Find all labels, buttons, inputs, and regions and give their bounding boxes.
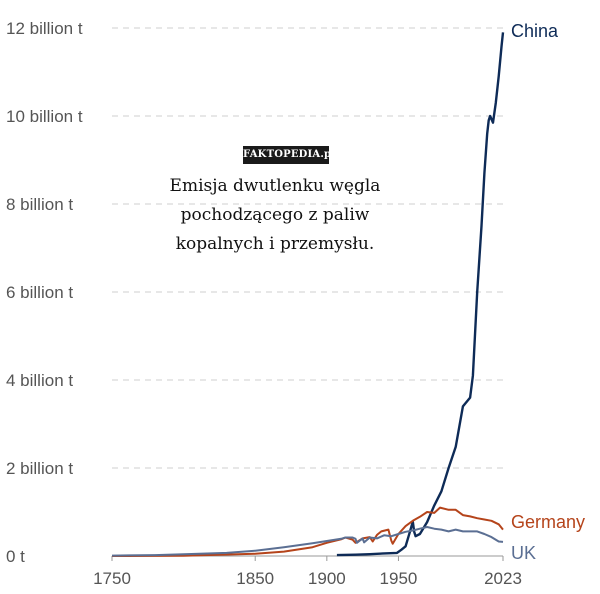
chart-caption: Emisja dwutlenku węgla pochodzącego z pa… bbox=[169, 176, 381, 254]
y-tick-label-6: 6 billion t bbox=[6, 283, 73, 302]
x-tick-label-1900: 1900 bbox=[308, 569, 346, 588]
series-end-labels: China Germany UK bbox=[511, 21, 585, 563]
series-line-germany bbox=[111, 506, 504, 557]
y-tick-label-8: 8 billion t bbox=[6, 195, 73, 214]
series-label-uk: UK bbox=[511, 543, 536, 563]
x-tick-label-1750: 1750 bbox=[93, 569, 131, 588]
x-tick-label-2023: 2023 bbox=[484, 569, 522, 588]
series-line-uk bbox=[111, 526, 504, 557]
series-line-china bbox=[336, 32, 505, 557]
series-lines bbox=[111, 32, 505, 557]
y-tick-label-0: 0 t bbox=[6, 547, 25, 566]
y-axis-tick-labels: 0 t 2 billion t 4 billion t 6 billion t 8 bi… bbox=[6, 19, 83, 566]
x-axis-tick-labels: 1750 1850 1900 1950 2023 bbox=[93, 569, 522, 588]
y-tick-label-10: 10 billion t bbox=[6, 107, 83, 126]
y-tick-label-12: 12 billion t bbox=[6, 19, 83, 38]
x-tick-label-1850: 1850 bbox=[236, 569, 274, 588]
faktopedia-watermark: FAKTOPEDIA.pl bbox=[243, 146, 335, 164]
series-label-china: China bbox=[511, 21, 559, 41]
y-tick-label-2: 2 billion t bbox=[6, 459, 73, 478]
x-tick-label-1950: 1950 bbox=[380, 569, 418, 588]
y-tick-label-4: 4 billion t bbox=[6, 371, 73, 390]
series-label-germany: Germany bbox=[511, 512, 585, 532]
